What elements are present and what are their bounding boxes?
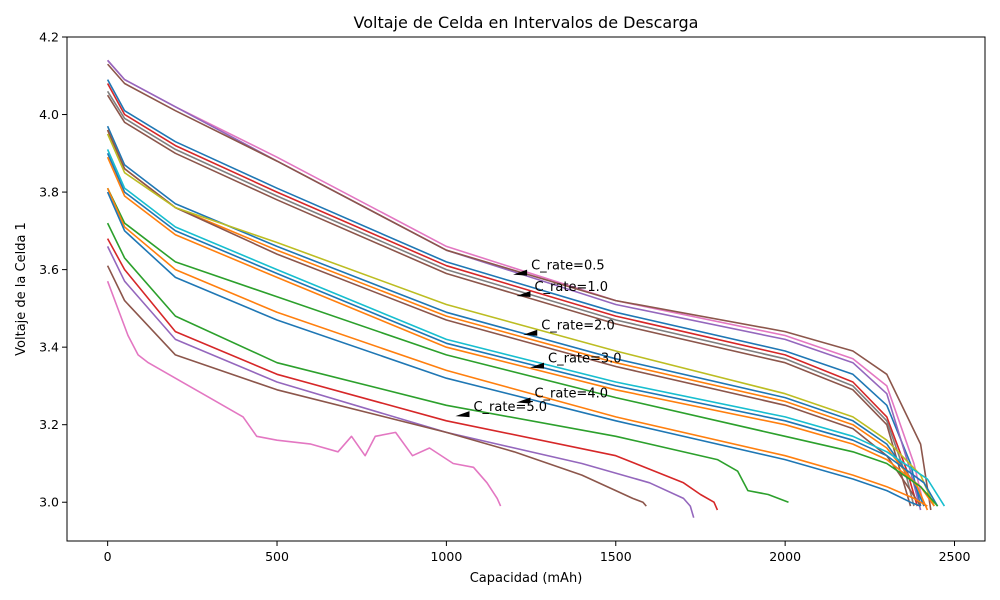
y-tick-label: 3.8 bbox=[39, 185, 59, 200]
y-tick-label: 4.0 bbox=[39, 107, 59, 122]
annotation-label-5: C_rate=4.0 bbox=[534, 387, 608, 402]
series-line-21 bbox=[106, 265, 647, 507]
annotation-arrow-2 bbox=[516, 290, 531, 297]
plot-frame bbox=[66, 36, 986, 542]
series-line-7 bbox=[106, 63, 932, 511]
annotation-arrow-4 bbox=[530, 362, 545, 369]
series-line-15 bbox=[106, 187, 939, 507]
annotation-label-2: C_rate=1.0 bbox=[534, 280, 608, 295]
x-axis-label: Capacidad (mAh) bbox=[470, 571, 583, 586]
annotation-label-1: C_rate=0.5 bbox=[531, 259, 605, 274]
annotation-arrow-5 bbox=[516, 397, 531, 404]
x-tick-label: 500 bbox=[265, 549, 289, 564]
annotation-arrow-3 bbox=[523, 329, 538, 336]
annotation-label-6: C_rate=5.0 bbox=[473, 400, 547, 415]
series-line-6 bbox=[106, 59, 922, 511]
y-tick-label: 3.0 bbox=[39, 495, 59, 510]
y-axis-ticks: 3.0 3.2 3.4 3.6 3.8 4.0 4.2 bbox=[39, 30, 67, 510]
annotation-arrow-1 bbox=[513, 269, 528, 276]
series-line-17 bbox=[106, 191, 921, 507]
x-axis-ticks: 0 500 1000 1500 2000 2500 bbox=[104, 541, 971, 564]
x-tick-label: 0 bbox=[104, 549, 112, 564]
x-tick-label: 2500 bbox=[939, 549, 971, 564]
series-line-18 bbox=[106, 222, 789, 503]
series-line-13 bbox=[106, 152, 939, 507]
series-line-20 bbox=[106, 246, 695, 518]
annotation-label-4: C_rate=3.0 bbox=[548, 352, 622, 367]
y-tick-label: 3.4 bbox=[39, 340, 59, 355]
series-line-1 bbox=[106, 79, 922, 507]
y-tick-label: 3.2 bbox=[39, 417, 59, 432]
annotation-arrow-6 bbox=[455, 411, 470, 418]
annotation-label-3: C_rate=2.0 bbox=[541, 319, 615, 334]
series-line-14 bbox=[106, 156, 935, 507]
series-line-10 bbox=[106, 129, 922, 507]
annotations: C_rate=0.5 C_rate=1.0 C_rate=2.0 C_rate=3.0… bbox=[455, 259, 622, 418]
series-line-3 bbox=[106, 94, 912, 507]
series-line-16 bbox=[106, 187, 928, 507]
series-line-19 bbox=[106, 238, 719, 511]
series-line-22 bbox=[106, 280, 502, 507]
series-line-12 bbox=[106, 149, 946, 507]
series-line-11 bbox=[106, 133, 935, 507]
chart-title: Voltaje de Celda en Intervalos de Descar… bbox=[354, 13, 699, 32]
x-tick-label: 1000 bbox=[430, 549, 462, 564]
x-tick-label: 1500 bbox=[600, 549, 632, 564]
y-tick-label: 4.2 bbox=[39, 30, 59, 45]
y-tick-label: 3.6 bbox=[39, 262, 59, 277]
series-line-4 bbox=[106, 90, 915, 507]
series-line-2 bbox=[106, 83, 919, 507]
plot-lines bbox=[106, 59, 946, 518]
x-tick-label: 2000 bbox=[769, 549, 801, 564]
y-axis-label: Voltaje de la Celda 1 bbox=[14, 222, 29, 356]
